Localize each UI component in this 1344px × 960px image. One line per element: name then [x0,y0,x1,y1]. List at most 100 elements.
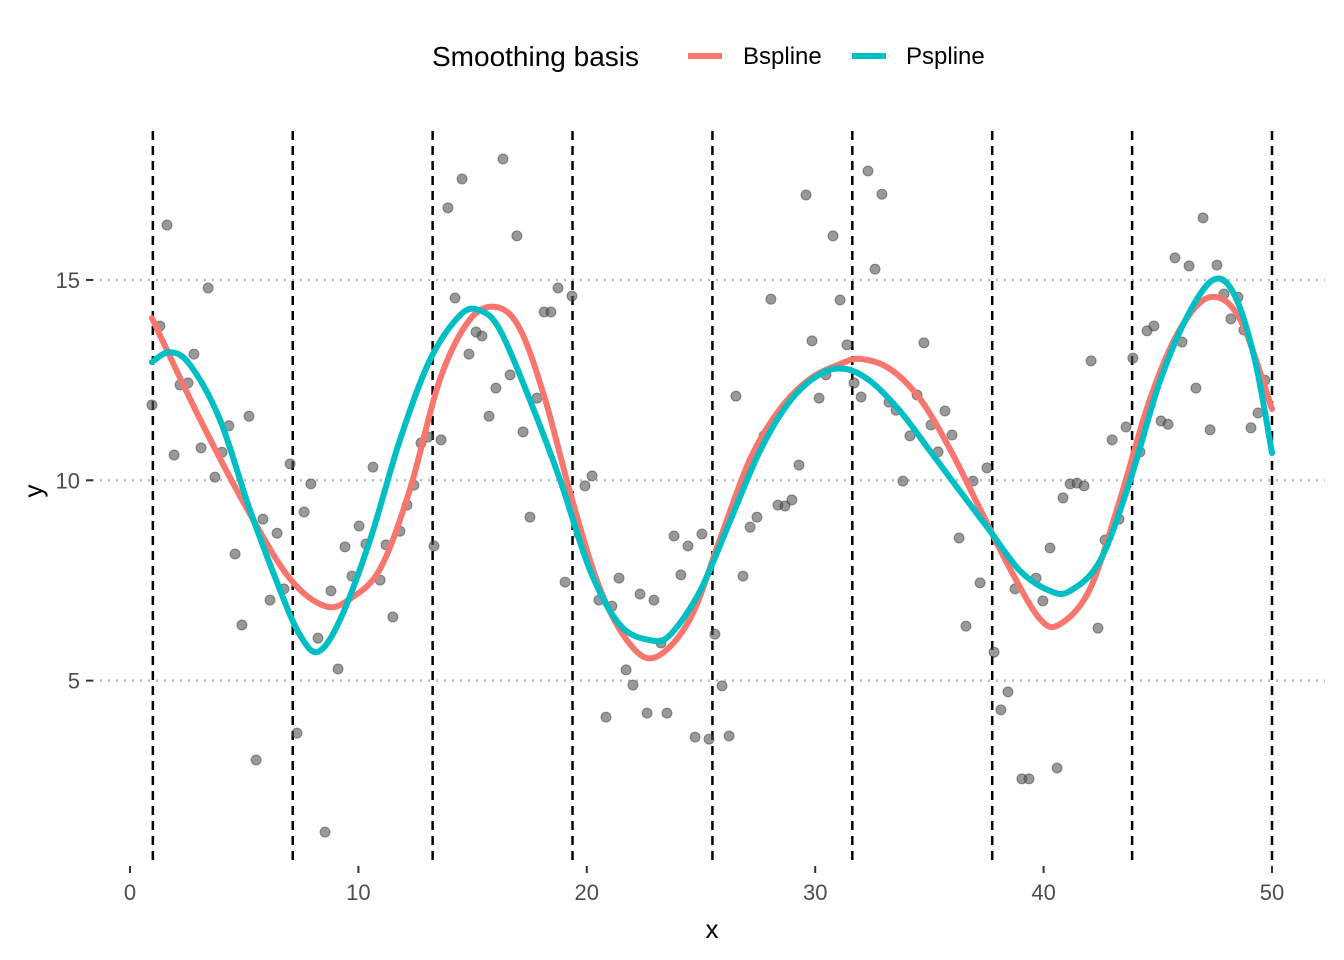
data-point [195,442,207,454]
data-point [325,585,337,597]
data-point [668,530,680,542]
data-point [264,594,276,606]
data-point [974,577,986,589]
data-point [511,230,523,242]
data-point [709,628,721,640]
data-point [291,727,303,739]
data-point [744,521,756,533]
data-point [456,173,468,185]
data-point [813,392,825,404]
data-point [855,391,867,403]
data-point [387,611,399,623]
data-point [620,664,632,676]
x-axis: 0 10 20 30 40 50 [124,866,1284,905]
data-point [869,263,881,275]
x-tick-label: 20 [575,880,599,905]
data-point [463,348,475,360]
data-point [1204,424,1216,436]
data-point [960,620,972,632]
data-point [897,475,909,487]
data-point [793,459,805,471]
data-point [661,707,673,719]
data-point [312,632,324,644]
data-point [1057,492,1069,504]
data-point [504,369,516,381]
data-point [613,572,625,584]
data-point [981,462,993,474]
data-point [904,430,916,442]
data-point [188,348,200,360]
data-point [1245,422,1257,434]
data-point [476,330,488,342]
curve-pspline [148,275,1275,656]
data-point [827,230,839,242]
data-point [168,449,180,461]
data-point [1044,542,1056,554]
data-point [1092,622,1104,634]
data-point [202,282,214,294]
data-point [730,390,742,402]
data-point [146,399,158,411]
data-point [305,478,317,490]
data-point [367,461,379,473]
data-point [284,458,296,470]
data-point [1162,418,1174,430]
grid-lines [92,278,1325,682]
data-point [675,569,687,581]
data-point [800,189,812,201]
data-point [786,494,798,506]
data-point [946,429,958,441]
data-point [1225,313,1237,325]
data-point [271,527,283,539]
data-point [449,292,461,304]
y-tick-label: 10 [56,468,80,493]
data-point [586,470,598,482]
data-point [841,339,853,351]
x-tick-label: 0 [124,880,136,905]
data-point [1148,320,1160,332]
data-point [1183,260,1195,272]
data-point [648,594,660,606]
data-point [862,165,874,177]
data-point [250,754,262,766]
data-point [566,290,578,302]
data-point [600,711,612,723]
data-point [696,528,708,540]
data-point [876,188,888,200]
data-point [641,707,653,719]
data-point [1120,421,1132,433]
data-point [751,511,763,523]
data-point [1106,434,1118,446]
data-point [229,548,241,560]
x-tick-label: 50 [1260,880,1284,905]
data-point [995,704,1007,716]
data-point [1127,352,1139,364]
x-axis-label: x [706,914,719,944]
data-point [1051,762,1063,774]
data-point [428,540,440,552]
data-point [209,471,221,483]
data-point [332,663,344,675]
legend-title: Smoothing basis [432,41,639,72]
data-point [716,680,728,692]
data-point [634,588,646,600]
data-point [161,219,173,231]
data-point [988,646,1000,658]
data-point [682,540,694,552]
data-point [1085,355,1097,367]
data-point [779,500,791,512]
data-point [1197,212,1209,224]
x-tick-label: 10 [346,880,370,905]
data-point [579,480,591,492]
data-point [848,377,860,389]
legend-label-pspline: Pspline [906,43,985,70]
data-point [737,570,749,582]
data-point [723,730,735,742]
data-point [689,731,701,743]
data-point [627,679,639,691]
data-point [1023,773,1035,785]
x-tick-label: 40 [1031,880,1055,905]
legend-label-bspline: Bspline [743,43,822,70]
data-point [545,306,557,318]
